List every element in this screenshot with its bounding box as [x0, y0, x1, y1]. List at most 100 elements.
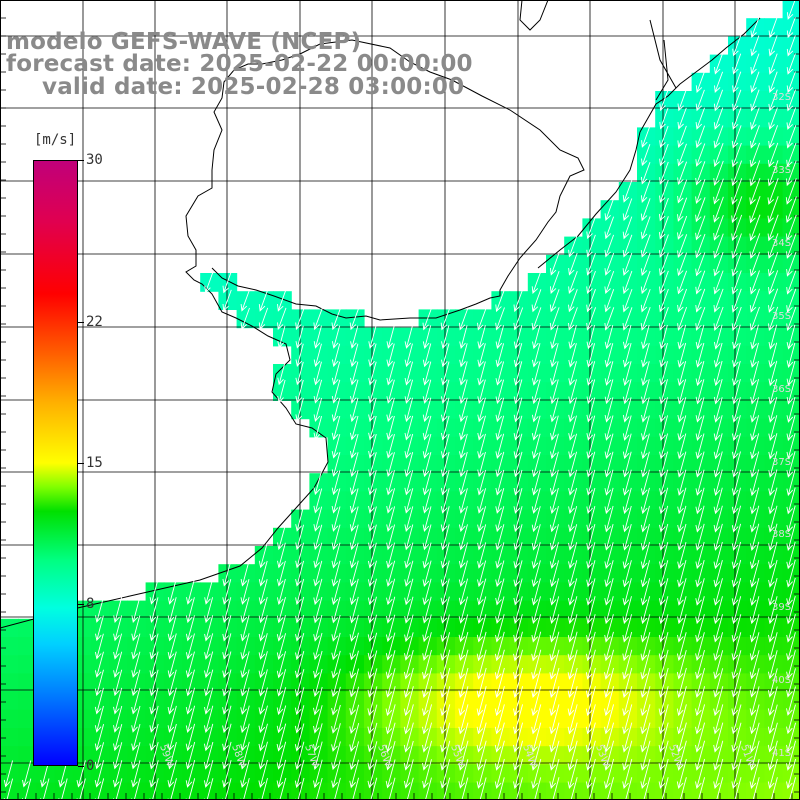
wind-arrow: [695, 686, 706, 717]
wind-arrow: [549, 505, 559, 533]
wind-arrow: [604, 270, 615, 295]
wind-arrow: [349, 560, 359, 587]
wind-arrow: [149, 687, 159, 715]
wind-arrow: [713, 758, 724, 789]
wind-cell: [0, 709, 19, 729]
colorbar: [33, 160, 78, 766]
wind-arrow: [349, 668, 360, 698]
wind-arrow: [204, 271, 214, 294]
wind-arrow: [476, 758, 487, 789]
wind-arrow: [676, 722, 687, 753]
wind-arrow: [768, 17, 778, 39]
wind-arrow: [477, 397, 486, 423]
wind-arrow: [677, 143, 687, 167]
wind-arrow: [640, 162, 651, 185]
wind-arrow: [531, 343, 541, 368]
wind-arrow: [586, 578, 596, 606]
wind-arrow: [294, 668, 305, 697]
wind-arrow: [677, 523, 687, 551]
wind-arrow: [658, 667, 669, 698]
wind-arrow: [458, 759, 469, 789]
wind-arrow: [731, 541, 742, 570]
wind-arrow: [604, 686, 615, 717]
wind-arrow: [459, 488, 468, 514]
wind-arrow: [713, 469, 723, 496]
wind-arrow: [659, 125, 669, 148]
wind-arrow: [440, 704, 451, 735]
wind-arrow: [604, 451, 614, 478]
wind-arrow: [477, 542, 487, 569]
wind-arrow: [622, 451, 632, 478]
wind-arrow: [531, 596, 541, 624]
wind-arrow: [349, 452, 359, 477]
wind-arrow: [240, 651, 250, 679]
wind-arrow: [549, 271, 560, 294]
wind-arrow: [713, 233, 724, 259]
wind-arrow: [331, 307, 342, 331]
wind-arrow: [768, 53, 778, 75]
wind-arrow: [695, 451, 705, 478]
wind-arrow: [640, 270, 651, 295]
forecast-date: forecast date: 2025-02-22 00:00:00: [6, 51, 473, 77]
wind-arrow: [277, 289, 287, 312]
wind-arrow: [586, 252, 596, 276]
wind-arrow: [567, 667, 578, 698]
wind-arrow: [240, 289, 250, 312]
wind-arrow: [586, 505, 596, 533]
wind-arrow: [350, 397, 359, 423]
wind-arrow: [313, 415, 323, 441]
wind-arrow: [276, 741, 287, 770]
wind-arrow: [513, 325, 523, 350]
wind-arrow: [495, 469, 505, 496]
colorbar-tick-mark: [78, 604, 84, 606]
wind-arrow: [659, 252, 669, 277]
wind-arrow: [731, 758, 742, 789]
wind-arrow: [349, 488, 359, 514]
wind-arrow: [440, 759, 451, 789]
wind-arrow: [786, 89, 796, 112]
colorbar-tick-label: 30: [86, 152, 103, 168]
wind-arrow: [767, 214, 779, 242]
wind-arrow: [676, 686, 687, 717]
wind-arrow: [368, 506, 377, 532]
wind-arrow: [658, 777, 669, 800]
wind-arrow: [440, 506, 450, 533]
wind-arrow: [640, 487, 650, 515]
wind-arrow: [676, 667, 687, 698]
wind-arrow: [622, 704, 633, 735]
wind-arrow: [477, 451, 486, 478]
wind-arrow: [586, 415, 596, 441]
wind-arrow: [622, 578, 632, 606]
wind-arrow: [367, 614, 378, 642]
wind-arrow: [258, 596, 268, 624]
wind-arrow: [258, 651, 268, 679]
wind-arrow: [477, 560, 487, 588]
wind-arrow: [677, 397, 687, 423]
wind-arrow: [477, 343, 486, 368]
wind-arrow: [458, 649, 469, 680]
wind-arrow: [422, 361, 432, 386]
wind-arrow: [732, 342, 741, 368]
wind-arrow: [677, 179, 688, 204]
wind-arrow: [404, 632, 414, 661]
wind-arrow: [567, 758, 578, 789]
wind-arrow: [749, 577, 760, 606]
wind-arrow: [331, 741, 341, 771]
wind-arrow: [622, 631, 633, 662]
wind-arrow: [768, 360, 778, 387]
wind-arrow: [440, 740, 451, 771]
wind-arrow: [695, 71, 705, 93]
wind-arrow: [622, 523, 632, 551]
wind-arrow: [750, 451, 760, 478]
wind-arrow: [458, 614, 469, 643]
wind-arrow: [440, 596, 450, 624]
wind-arrow: [513, 631, 523, 662]
wind-arrow: [732, 324, 741, 350]
wind-arrow: [550, 343, 559, 368]
wind-arrow: [767, 740, 778, 771]
wind-arrow: [367, 596, 377, 624]
wind-arrow: [331, 470, 341, 496]
wind-arrow: [113, 669, 123, 697]
wind-arrow: [731, 415, 741, 442]
wind-arrow: [677, 89, 687, 112]
